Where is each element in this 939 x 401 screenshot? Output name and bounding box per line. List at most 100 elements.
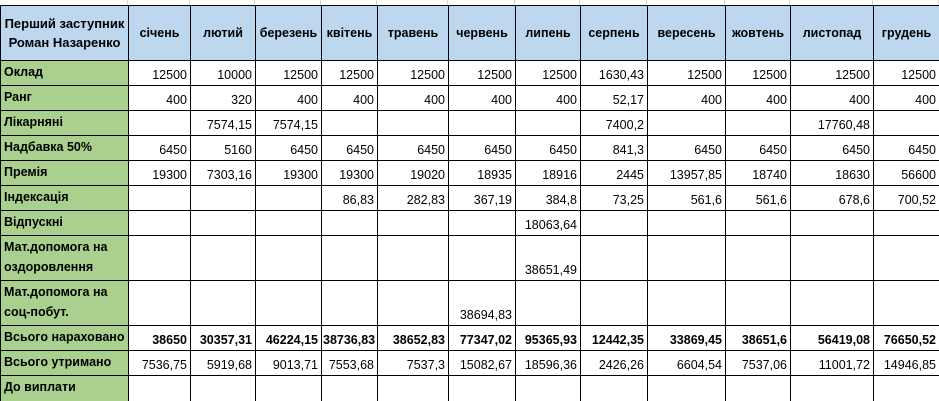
value-cell[interactable]: 15082,67 [448,350,516,376]
value-cell[interactable] [377,110,449,136]
value-cell[interactable]: 12500 [321,60,378,86]
value-cell[interactable] [580,210,648,236]
value-cell[interactable]: 700,52 [873,185,939,211]
value-cell[interactable]: 18596,36 [515,350,581,376]
value-cell[interactable] [321,110,378,136]
value-cell[interactable]: 31183,15 [321,375,378,401]
month-header-2[interactable]: лютий [190,5,256,61]
value-cell[interactable]: 19020 [377,160,449,186]
value-cell[interactable] [128,280,191,326]
month-header-11[interactable]: листопад [790,5,874,61]
row-label[interactable]: Всього нараховано [0,325,129,351]
value-cell[interactable]: 12500 [255,60,322,86]
value-cell[interactable] [321,235,378,281]
value-cell[interactable]: 76769,57 [515,375,581,401]
value-cell[interactable]: 10016,09 [580,375,648,401]
value-cell[interactable]: 400 [128,85,191,111]
value-cell[interactable]: 6450 [790,135,874,161]
value-cell[interactable]: 27264,91 [647,375,726,401]
value-cell[interactable]: 2445 [580,160,648,186]
value-cell[interactable]: 38651,49 [515,235,581,281]
value-cell[interactable] [190,210,256,236]
value-cell[interactable]: 46224,15 [255,325,322,351]
row-label[interactable]: Надбавка 50% [0,135,129,161]
value-cell[interactable] [580,235,648,281]
value-cell[interactable]: 24437,63 [190,375,256,401]
value-cell[interactable]: 384,8 [515,185,581,211]
row-label[interactable]: Мат.допомога на соц-побут. [0,280,129,326]
row-label[interactable]: Лікарняні [0,110,129,136]
value-cell[interactable] [255,210,322,236]
row-label[interactable]: Індексація [0,185,129,211]
value-cell[interactable]: 31114,54 [725,375,791,401]
row-label[interactable]: Ранг [0,85,129,111]
value-cell[interactable]: 38652,83 [377,325,449,351]
value-cell[interactable]: 56600 [873,160,939,186]
value-cell[interactable] [873,235,939,281]
value-cell[interactable]: 5160 [190,135,256,161]
value-cell[interactable]: 400 [790,85,874,111]
value-cell[interactable]: 2426,26 [580,350,648,376]
row-label[interactable]: Премія [0,160,129,186]
value-cell[interactable]: 45417,36 [790,375,874,401]
row-label[interactable]: Оклад [0,60,129,86]
value-cell[interactable]: 561,6 [647,185,726,211]
value-cell[interactable]: 12442,35 [580,325,648,351]
value-cell[interactable] [790,210,874,236]
value-cell[interactable]: 12500 [448,60,516,86]
value-cell[interactable]: 7574,15 [190,110,256,136]
value-cell[interactable]: 5919,68 [190,350,256,376]
value-cell[interactable]: 367,19 [448,185,516,211]
value-cell[interactable]: 13957,85 [647,160,726,186]
value-cell[interactable]: 14946,85 [873,350,939,376]
value-cell[interactable]: 77347,02 [448,325,516,351]
value-cell[interactable] [873,110,939,136]
row-label[interactable]: Відпускні [0,210,129,236]
value-cell[interactable]: 19300 [128,160,191,186]
value-cell[interactable]: 12500 [647,60,726,86]
month-header-1[interactable]: січень [128,5,191,61]
value-cell[interactable]: 18063,64 [515,210,581,236]
value-cell[interactable] [725,110,791,136]
value-cell[interactable]: 12500 [790,60,874,86]
value-cell[interactable] [790,235,874,281]
value-cell[interactable]: 30357,31 [190,325,256,351]
value-cell[interactable]: 400 [321,85,378,111]
value-cell[interactable] [377,280,449,326]
month-header-9[interactable]: вересень [647,5,726,61]
value-cell[interactable]: 19300 [321,160,378,186]
value-cell[interactable]: 62264,35 [448,375,516,401]
value-cell[interactable]: 400 [515,85,581,111]
value-cell[interactable]: 6450 [647,135,726,161]
value-cell[interactable] [725,280,791,326]
value-cell[interactable] [580,280,648,326]
value-cell[interactable]: 320 [190,85,256,111]
value-cell[interactable]: 561,6 [725,185,791,211]
value-cell[interactable]: 31115,53 [377,375,449,401]
value-cell[interactable]: 18935 [448,160,516,186]
value-cell[interactable]: 11001,72 [790,350,874,376]
value-cell[interactable]: 12500 [515,60,581,86]
value-cell[interactable]: 678,6 [790,185,874,211]
value-cell[interactable] [873,280,939,326]
value-cell[interactable] [647,210,726,236]
value-cell[interactable] [725,235,791,281]
value-cell[interactable] [515,110,581,136]
value-cell[interactable]: 18916 [515,160,581,186]
value-cell[interactable]: 7553,68 [321,350,378,376]
month-header-5[interactable]: травень [377,5,449,61]
value-cell[interactable] [647,235,726,281]
value-cell[interactable]: 9013,71 [255,350,322,376]
month-header-7[interactable]: липень [515,5,581,61]
value-cell[interactable]: 6450 [377,135,449,161]
value-cell[interactable]: 400 [725,85,791,111]
value-cell[interactable]: 33869,45 [647,325,726,351]
value-cell[interactable]: 38694,83 [448,280,516,326]
value-cell[interactable]: 400 [873,85,939,111]
value-cell[interactable] [255,185,322,211]
value-cell[interactable]: 12500 [128,60,191,86]
employee-title-cell[interactable]: Перший заступник Роман Назаренко [0,5,129,61]
value-cell[interactable] [190,185,256,211]
value-cell[interactable]: 12500 [377,60,449,86]
month-header-6[interactable]: червень [448,5,516,61]
